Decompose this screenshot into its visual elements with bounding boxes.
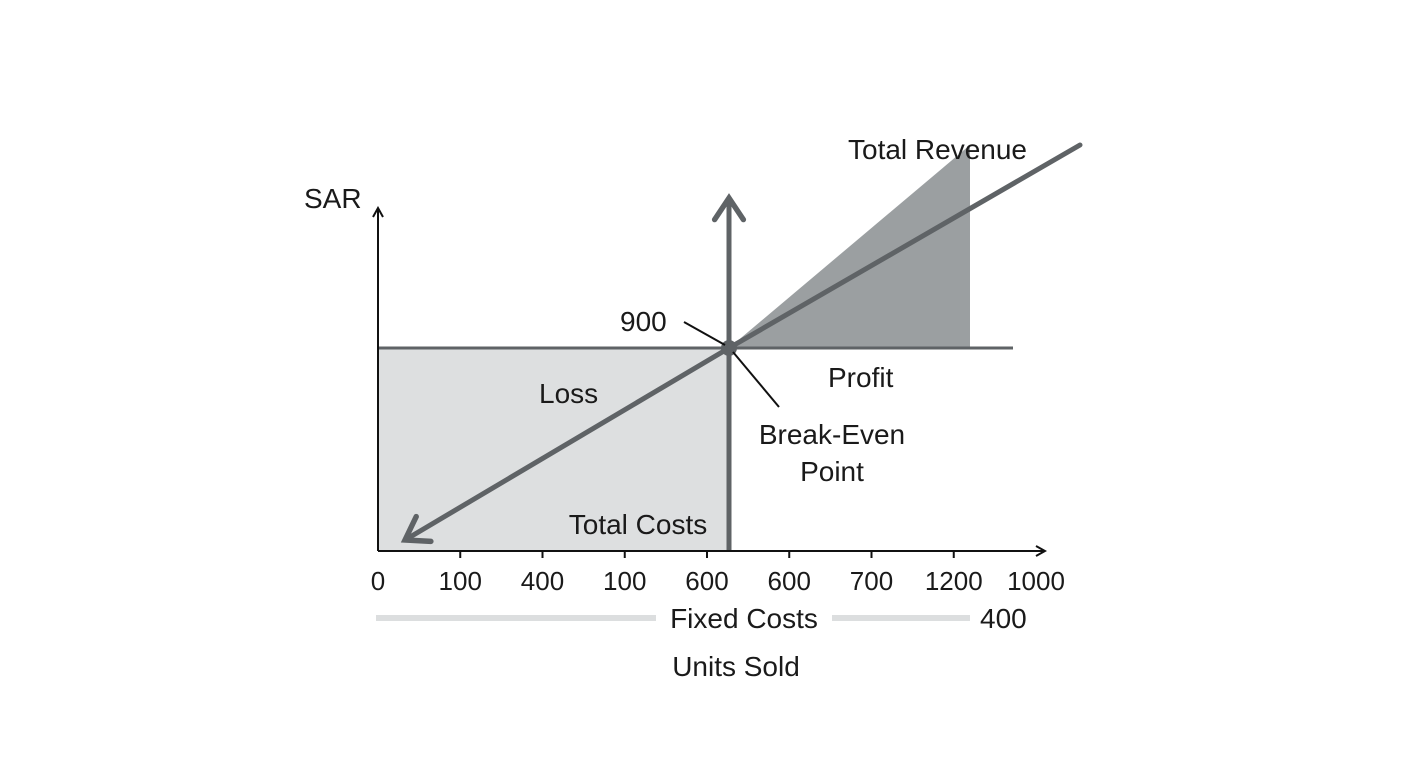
break-even-label-line2: Point bbox=[800, 456, 864, 487]
x-tick-label: 0 bbox=[371, 566, 385, 596]
break-even-value-label: 900 bbox=[620, 306, 667, 337]
fixed-costs-bar-right bbox=[832, 615, 970, 621]
fixed-costs-bar-left bbox=[376, 615, 656, 621]
x-tick-label: 600 bbox=[685, 566, 728, 596]
x-tick-label: 400 bbox=[521, 566, 564, 596]
profit-region bbox=[729, 145, 970, 348]
x-tick-label: 700 bbox=[850, 566, 893, 596]
revenue-arrow-down bbox=[400, 345, 731, 545]
total-revenue-line bbox=[726, 142, 1083, 351]
profit-label: Profit bbox=[828, 362, 894, 393]
x-tick-label: 1000 bbox=[1007, 566, 1065, 596]
value-900-leader bbox=[683, 321, 726, 346]
x-tick-label: 1200 bbox=[925, 566, 983, 596]
break-even-label-line1: Break-Even bbox=[759, 419, 905, 450]
x-ticks bbox=[459, 551, 955, 558]
x-axis-label: Units Sold bbox=[672, 651, 800, 682]
total-costs-label: Total Costs bbox=[569, 509, 708, 540]
y-axis-label: SAR bbox=[304, 183, 362, 214]
total-revenue-label: Total Revenue bbox=[848, 134, 1027, 165]
break-even-leader bbox=[732, 351, 780, 408]
x-tick-label: 100 bbox=[439, 566, 482, 596]
x-tick-label: 100 bbox=[603, 566, 646, 596]
loss-label: Loss bbox=[539, 378, 598, 409]
fixed-costs-value: 400 bbox=[980, 603, 1027, 634]
x-tick-labels: 0 100 400 100 600 600 700 1200 1000 bbox=[371, 566, 1065, 596]
x-tick-label: 600 bbox=[768, 566, 811, 596]
fixed-costs-label: Fixed Costs bbox=[670, 603, 818, 634]
